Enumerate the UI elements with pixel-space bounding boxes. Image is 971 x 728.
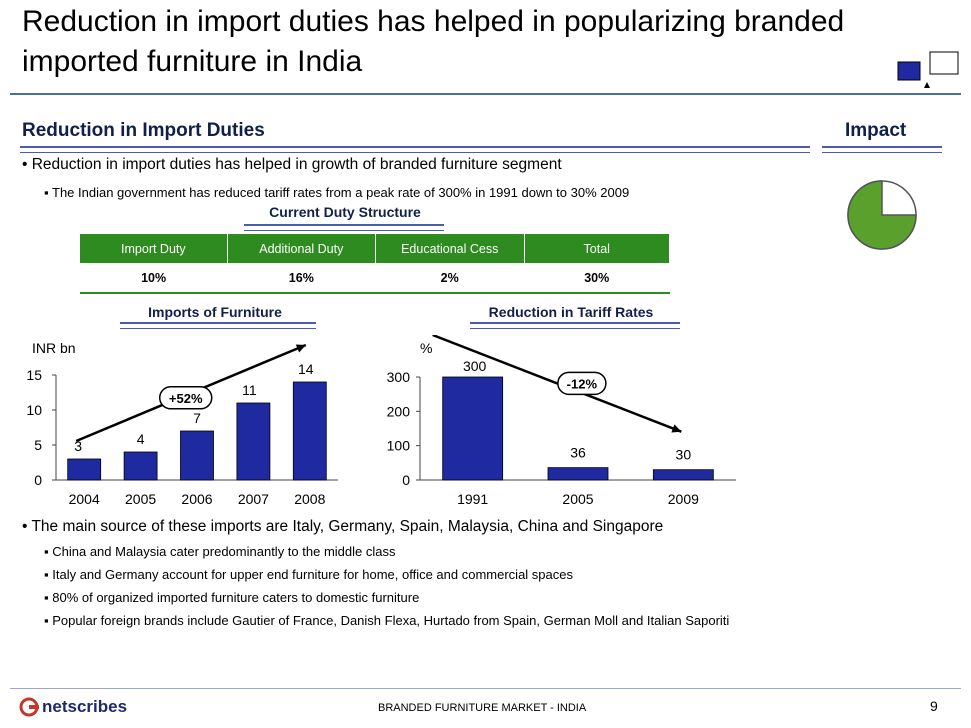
chart1-title: Imports of Furniture	[148, 304, 282, 320]
chart2-xtick-label: 1991	[457, 491, 488, 507]
imports-bar-chart: INR bn 0 5 10 15 3 2004 4 2005 7 2006 11 2007 14 2008 +…	[26, 340, 338, 507]
chart1-annotation: +52%	[169, 391, 203, 406]
chart1-data-label: 4	[137, 431, 145, 447]
sub-bullet-2d: ▪ Popular foreign brands include Gautier…	[44, 613, 730, 628]
chart2-annotation-bubble	[557, 371, 607, 396]
value-educational-cess: 2%	[375, 263, 524, 294]
chart2-ytick-label: 300	[387, 369, 411, 385]
duty-table: Import Duty Additional Duty Educational …	[80, 234, 670, 294]
chart2-ytick-label: 100	[387, 438, 411, 454]
chart1-title-underline	[120, 322, 316, 329]
chart1-ytick-label: 0	[34, 472, 42, 488]
chart2-data-label: 300	[463, 358, 487, 374]
chart1-data-label: 7	[193, 410, 201, 426]
chart2-ytick-label: 0	[402, 472, 410, 488]
duty-table-value-row: 10% 16% 2% 30%	[80, 263, 670, 294]
header-additional-duty: Additional Duty	[227, 234, 376, 263]
table-title-underline	[244, 224, 444, 231]
chart1-bar-2008	[292, 381, 327, 481]
header-import-duty: Import Duty	[80, 234, 228, 263]
chart1-xtick-label: 2007	[238, 491, 269, 507]
sub-bullet-2a: ▪ China and Malaysia cater predominantly…	[44, 544, 396, 559]
bullet-2-text: The main source of these imports are Ita…	[31, 518, 664, 535]
square-bullet-icon: ▪	[44, 590, 53, 605]
chart2-data-label: 36	[570, 445, 586, 461]
table-title: Current Duty Structure	[269, 204, 421, 220]
square-bullet-icon: ▪	[44, 613, 53, 628]
page-number: 9	[930, 698, 938, 714]
chart1-ylabel: INR bn	[32, 340, 76, 356]
chart2-trend-arrow	[432, 335, 682, 433]
header-total: Total	[524, 234, 670, 263]
bullet-dot: •	[22, 156, 32, 173]
chart2-data-label: 30	[676, 447, 692, 463]
chart1-ytick-label: 5	[34, 437, 42, 453]
chart1-data-label: 11	[242, 382, 257, 398]
chart2-arrow-head	[671, 424, 682, 433]
chart2-ylabel: %	[420, 340, 432, 356]
chart1-xtick-label: 2004	[69, 491, 100, 507]
sub-bullet-2c: ▪ 80% of organized imported furniture ca…	[44, 590, 420, 605]
chart2-bar-2009	[652, 469, 714, 481]
netscribes-logo-icon	[19, 697, 39, 717]
chart1-ytick-label: 10	[26, 402, 42, 418]
square-bullet-icon: ▪	[44, 185, 52, 200]
section-heading-left: Reduction in Import Duties	[22, 120, 265, 141]
footer-logo-text: netscribes	[42, 697, 128, 716]
chart1-xtick-label: 2005	[125, 491, 156, 507]
title-divider	[10, 93, 961, 95]
section-heading-right: Impact	[845, 120, 907, 141]
bullet-1: • Reduction in import duties has helped …	[22, 156, 562, 174]
header-educational-cess: Educational Cess	[375, 234, 525, 263]
impact-pie-chart	[847, 180, 917, 250]
footer-logo: netscribes	[18, 697, 127, 717]
chart1-data-label: 14	[298, 361, 314, 377]
chart2-xtick-label: 2005	[562, 491, 593, 507]
section-divider-left	[20, 146, 810, 153]
bullet-2: • The main source of these imports are I…	[22, 518, 663, 536]
footer-text: BRANDED FURNITURE MARKET - INDIA	[378, 702, 587, 714]
chart2-title: Reduction in Tariff Rates	[488, 304, 654, 320]
chart2-ytick-label: 200	[387, 403, 411, 419]
chart1-arrow-head	[295, 344, 306, 353]
chart1-ytick-label: 15	[26, 367, 42, 383]
sub-bullet-1-text: The Indian government has reduced tariff…	[52, 185, 630, 200]
value-additional-duty: 16%	[227, 263, 376, 294]
chart1-xtick-label: 2008	[294, 491, 325, 507]
square-bullet-icon: ▪	[44, 567, 53, 582]
duty-table-header-row: Import Duty Additional Duty Educational …	[80, 234, 670, 263]
pie-filled-slice	[847, 180, 917, 250]
chart1-data-label: 3	[74, 438, 82, 454]
footer-divider	[10, 688, 961, 689]
chart1-xtick-label: 2006	[181, 491, 212, 507]
chart2-bar-2005	[547, 467, 609, 481]
bullet-dot: •	[22, 518, 32, 535]
chart2-title-underline	[470, 322, 680, 329]
presentation-icon	[897, 51, 959, 88]
bullet-1-text: Reduction in import duties has helped in…	[31, 156, 562, 173]
chart1-bar-2007	[236, 402, 271, 481]
sub-bullet-1: ▪ The Indian government has reduced tari…	[44, 185, 629, 200]
chart1-annotation-bubble	[158, 386, 213, 410]
section-divider-right	[822, 146, 942, 153]
square-bullet-icon: ▪	[44, 544, 53, 559]
chart1-bar-2006	[180, 430, 214, 481]
chart1-bar-2004	[67, 458, 102, 481]
chart2-xtick-label: 2009	[668, 491, 699, 507]
chart2-bar-1991	[442, 376, 504, 481]
page-title: Reduction in import duties has helped in…	[22, 5, 845, 78]
value-total: 30%	[524, 263, 670, 294]
value-import-duty: 10%	[80, 263, 228, 294]
sub-bullet-2b: ▪ Italy and Germany account for upper en…	[44, 567, 573, 582]
tariff-bar-chart: % 0 100 200 300 300 1991 36 2005 30 2009 -12%	[387, 335, 736, 507]
chart1-bar-2005	[123, 451, 158, 481]
chart2-annotation: -12%	[567, 376, 598, 391]
